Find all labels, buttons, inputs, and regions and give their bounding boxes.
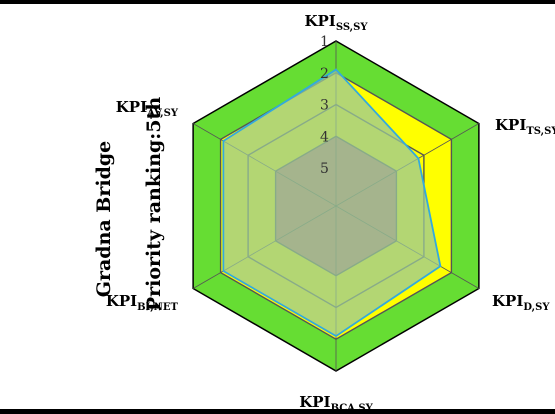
tick-label-4: 4 (320, 129, 329, 145)
tick-label-3: 3 (320, 98, 329, 114)
bottom-border (0, 409, 555, 414)
axis-label-3: KPIBCA,SY (299, 393, 373, 414)
axis-label-2: KPID,SY (492, 292, 550, 313)
axis-label-0: KPISS,SY (304, 12, 368, 33)
top-border (0, 0, 555, 4)
axis-label-4: KPIBI,NET (106, 292, 179, 313)
series-layer (222, 68, 442, 338)
ticks-layer: 1 2 3 4 5 (320, 34, 329, 177)
axis-label-1: KPITS,SY (495, 116, 555, 137)
axis-labels-layer: KPISS,SY KPITS,SY KPID,SY KPIBCA,SY KPIBI,NE… (106, 12, 555, 414)
tick-label-5: 5 (320, 161, 329, 177)
axis-label-5: KPIAV,SY (116, 98, 179, 119)
tick-label-2: 2 (320, 66, 329, 82)
tick-label-1: 1 (320, 34, 329, 50)
series-0-area (222, 68, 442, 338)
